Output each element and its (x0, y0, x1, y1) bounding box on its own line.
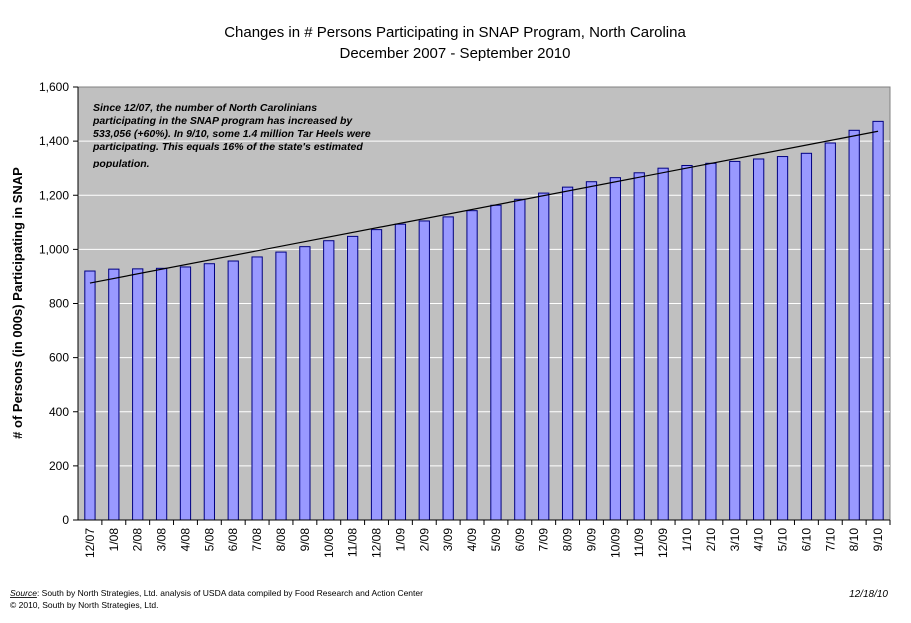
x-tick-label: 11/08 (346, 528, 360, 557)
x-tick-label: 7/10 (823, 528, 837, 552)
y-tick-label: 1,200 (39, 188, 69, 202)
x-tick-label: 12/08 (370, 528, 384, 558)
bar-8-10 (848, 129, 860, 521)
x-tick-label: 8/08 (274, 528, 288, 552)
trendline (89, 130, 879, 284)
x-tick-label: 8/10 (847, 528, 861, 552)
bar-7-08 (251, 256, 263, 521)
x-tick-label: 7/08 (250, 528, 264, 552)
x-tick-label: 12/09 (656, 528, 670, 558)
x-tick-label: 4/09 (465, 528, 479, 552)
x-tick-label: 1/08 (107, 528, 121, 552)
bar-11-09 (633, 172, 645, 521)
annotation-line-3: 533,056 (+60%). In 9/10, some 1.4 millio… (93, 128, 371, 140)
bar-5-08 (203, 263, 215, 521)
bar-3-08 (155, 267, 168, 521)
y-tick-label: 400 (49, 405, 69, 419)
y-tick-labels: 0 200 400 600 800 1,000 1,200 1,400 1,600 (39, 80, 69, 527)
bar-1-10 (681, 164, 693, 521)
bar-1-08 (108, 268, 120, 521)
y-tick-label: 800 (49, 297, 69, 311)
x-tick-label: 10/08 (322, 528, 336, 558)
x-tick-label: 2/08 (131, 528, 145, 552)
annotation-line-5: population. (92, 158, 150, 170)
footer-source-label: Source (10, 588, 37, 598)
bar-9-08 (299, 246, 311, 521)
y-tick-label: 1,400 (39, 134, 69, 148)
x-tick-label: 4/10 (752, 528, 766, 552)
x-tick-label: 9/09 (584, 528, 598, 552)
x-tick-label: 1/09 (393, 528, 407, 552)
annotation-box: Since 12/07, the number of North Carolin… (92, 102, 371, 170)
x-tick-label: 3/10 (728, 528, 742, 552)
annotation-line-2: participating in the SNAP program has in… (92, 115, 353, 127)
y-axis-label: # of Persons (in 000s) Participating in … (10, 167, 25, 439)
bar-2-08 (132, 268, 144, 521)
bar-4-08 (179, 266, 192, 521)
y-tick-label: 0 (62, 513, 69, 527)
x-tick-labels: 12/07 1/08 2/08 3/08 4/08 5/08 6/08 7/08 8/08 9/0… (83, 528, 885, 558)
bar-12-08 (370, 229, 383, 521)
x-tick-label: 3/09 (441, 528, 455, 552)
bar-10-09 (609, 177, 621, 521)
bar-7-10 (824, 142, 836, 521)
x-tick-label: 12/07 (83, 528, 97, 558)
footer-source: Source: South by North Strategies, Ltd. … (10, 588, 423, 598)
x-tick-label: 5/10 (776, 528, 790, 552)
bar-1-09 (394, 223, 407, 521)
bar-4-10 (753, 158, 765, 521)
bar-6-09 (514, 198, 526, 521)
bar-6-08 (227, 260, 239, 521)
annotation-line-1: Since 12/07, the number of North Carolin… (93, 102, 317, 114)
x-tick-label: 2/10 (704, 528, 718, 552)
bar-5-10 (776, 156, 789, 521)
trendline-layer (89, 130, 879, 284)
bar-12-07 (84, 270, 96, 521)
chart-title: Changes in # Persons Participating in SN… (224, 24, 686, 41)
footer-copyright: © 2010, South by North Strategies, Ltd. (10, 600, 159, 610)
x-tick-label: 9/08 (298, 528, 312, 552)
x-tick-label: 5/08 (202, 528, 216, 552)
footer-date: 12/18/10 (849, 589, 888, 600)
y-tick-label: 200 (49, 459, 69, 473)
bar-2-09 (418, 220, 430, 521)
x-tick-label: 6/09 (513, 528, 527, 552)
footer-source-text: : South by North Strategies, Ltd. analys… (37, 588, 423, 598)
bar-6-10 (800, 152, 813, 521)
x-tick-label: 1/10 (680, 528, 694, 552)
bar-9-10 (872, 120, 884, 521)
annotation-line-4: participating. This equals 16% of the st… (92, 141, 363, 153)
bar-8-08 (275, 251, 287, 521)
bar-9-09 (585, 181, 598, 521)
bar-3-09 (442, 216, 454, 521)
bar-7-09 (538, 192, 550, 521)
x-tick-label: 8/09 (561, 528, 575, 552)
bar-3-10 (729, 160, 741, 521)
bar-5-09 (490, 204, 502, 521)
x-tick-label: 3/08 (155, 528, 169, 552)
y-tick-label: 600 (49, 351, 69, 365)
bar-10-08 (323, 240, 335, 521)
x-tick-label: 7/09 (537, 528, 551, 552)
bar-8-09 (561, 186, 574, 521)
x-tick-label: 6/10 (799, 528, 813, 552)
chart-subtitle: December 2007 - September 2010 (340, 45, 571, 62)
y-tick-label: 1,000 (39, 242, 69, 256)
x-tick-label: 9/10 (871, 528, 885, 552)
bar-12-09 (657, 167, 669, 521)
x-tick-label: 6/08 (226, 528, 240, 552)
x-tick-label: 10/09 (608, 528, 622, 558)
y-tick-label: 1,600 (39, 80, 69, 94)
x-tick-label: 5/09 (489, 528, 503, 552)
x-tick-label: 4/08 (178, 528, 192, 552)
bar-4-09 (466, 210, 478, 521)
x-tick-label: 11/09 (632, 528, 646, 557)
x-tick-label: 2/09 (417, 528, 431, 552)
axes (73, 86, 891, 525)
bar-2-10 (705, 162, 717, 521)
bar-11-08 (347, 235, 359, 521)
